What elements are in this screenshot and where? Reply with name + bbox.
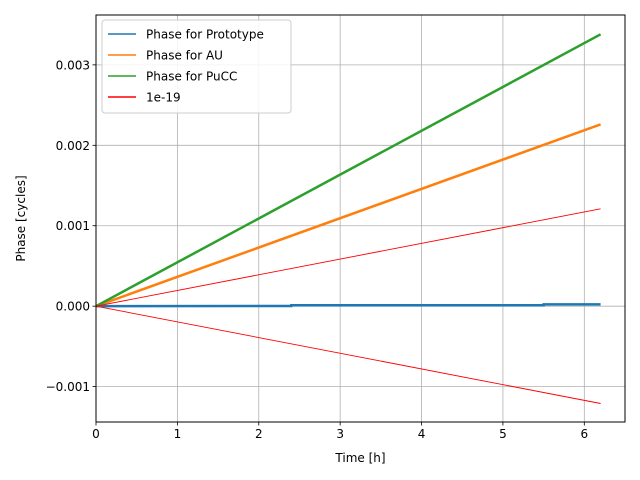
y-tick-label: 0.001 xyxy=(56,219,90,233)
series-line-lower xyxy=(95,305,601,404)
series-line xyxy=(95,33,602,308)
x-ticks: 0 1 2 3 4 5 6 xyxy=(92,422,588,441)
y-tick-label: 0.000 xyxy=(56,300,90,314)
legend: Phase for Prototype Phase for AU Phase for… xyxy=(101,19,292,114)
y-tick-label: 0.003 xyxy=(56,58,90,72)
y-ticks: −0.001 0.000 0.001 0.002 0.003 xyxy=(46,58,96,394)
legend-label: Phase for Prototype xyxy=(146,28,264,42)
x-tick-label: 6 xyxy=(580,427,588,441)
x-tick-label: 0 xyxy=(92,427,100,441)
legend-label: Phase for PuCC xyxy=(146,70,237,84)
series-line xyxy=(95,303,601,308)
x-axis-label: Time [h] xyxy=(334,451,385,465)
x-tick-label: 2 xyxy=(255,427,263,441)
series-layer xyxy=(95,33,602,404)
series-line xyxy=(95,123,602,308)
x-tick-label: 3 xyxy=(336,427,344,441)
x-tick-label: 4 xyxy=(418,427,426,441)
x-tick-label: 5 xyxy=(499,427,507,441)
legend-label: Phase for AU xyxy=(146,49,223,63)
legend-label: 1e-19 xyxy=(146,91,181,105)
x-tick-label: 1 xyxy=(174,427,182,441)
y-tick-label: −0.001 xyxy=(46,380,90,394)
y-axis-label: Phase [cycles] xyxy=(14,175,28,261)
series-line xyxy=(95,208,601,307)
y-tick-label: 0.002 xyxy=(56,139,90,153)
plot-frame xyxy=(95,14,626,423)
legend-box xyxy=(101,19,292,114)
